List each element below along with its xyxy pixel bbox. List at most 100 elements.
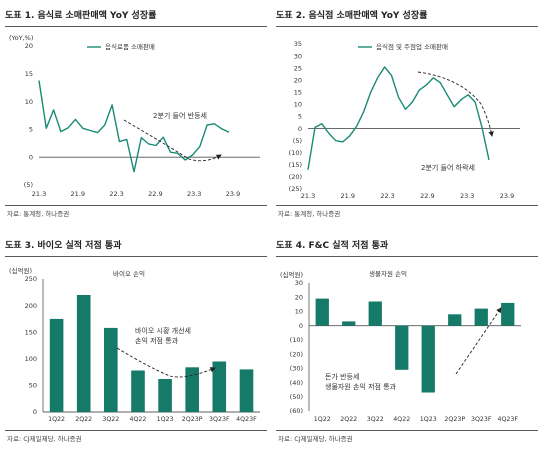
x-tick-label: 22.9	[148, 190, 162, 198]
bar	[212, 361, 227, 412]
panel-fc-profit: 도표 4. F&C 실적 저점 통과 (십억원) 30 20 10 0 (10) (20)(…	[276, 234, 538, 454]
y-tick-label: (25)	[289, 185, 302, 193]
x-tick-label: 2Q23P	[182, 416, 203, 423]
y-tick-label: 10	[25, 98, 33, 106]
x-tick-label: 23.9	[226, 190, 240, 198]
bar	[49, 318, 64, 412]
food-retail-line-chart: (YoY,%)20 15 10 5 0 (5)21.3 21.9 22.3 22.9 23.3 23…	[9, 34, 260, 198]
y-tick-label: 0	[298, 125, 302, 133]
y-tick-label: 100	[25, 355, 37, 363]
x-tick-label: 22.9	[420, 192, 434, 200]
bio-profit-bar-chart: (십억원)250 200 150 100 50 0 1Q22 2Q22 3Q22 4Q22 1Q23…	[9, 266, 260, 423]
trend-arrow	[123, 119, 222, 162]
y-tick-label: 25	[294, 64, 302, 72]
y-tick-label: 10	[294, 101, 302, 109]
x-tick-label: 3Q22	[102, 416, 119, 423]
y-tick-label: (5)	[24, 181, 33, 189]
y-tick-label: 5	[298, 113, 302, 121]
source-text: 자료: CJ제일제당, 하나증권	[278, 435, 353, 443]
bar	[342, 321, 356, 326]
trend-arrow	[455, 307, 502, 375]
y-tick-label: 15	[294, 89, 302, 97]
bar	[421, 325, 435, 393]
trend-arrow	[116, 347, 216, 378]
x-tick-label: 22.3	[380, 192, 394, 200]
source-rule	[5, 430, 267, 431]
panel-bio-profit: 도표 3. 바이오 실적 저점 통과 (십억원) 250 200 150 100 50 0 1…	[5, 234, 267, 454]
y-tick-label: 30	[295, 279, 303, 287]
bar	[239, 369, 254, 412]
x-tick-label: 21.3	[301, 192, 315, 200]
y-tick-label: (15)	[289, 161, 302, 169]
bar	[104, 327, 118, 412]
y-tick-label: (20)	[289, 173, 302, 181]
source-rule	[5, 205, 267, 206]
title-rule	[5, 26, 267, 27]
x-tick-label: 23.3	[187, 190, 201, 198]
y-tick-label: (40)	[290, 379, 303, 387]
y-tick-label: 50	[29, 382, 37, 390]
y-tick-label: (60)	[290, 407, 303, 415]
x-tick-label: 3Q22	[367, 416, 384, 423]
annotation-line-1: 돈가 반등세	[325, 372, 359, 381]
trend-arrow	[417, 71, 494, 137]
y-axis-label: (십억원)	[280, 270, 303, 279]
y-tick-label: 0	[29, 153, 33, 161]
y-tick-label: 5	[29, 126, 33, 134]
legend-label: 바이오 손익	[113, 269, 145, 278]
legend-label: 음식점 및 주점업 소매판매	[376, 42, 448, 51]
y-tick-label: 250	[25, 275, 37, 283]
y-tick-label: (10)	[290, 336, 303, 344]
bar	[448, 314, 462, 326]
bar	[395, 325, 409, 370]
y-tick-label: (50)	[290, 393, 303, 401]
bar	[501, 302, 515, 326]
panel-food-retail: 도표 1. 음식료 소매판매액 YoY 성장률 (YoY,%) 20 15 10 5 0(…	[5, 4, 267, 224]
x-tick-label: 1Q22	[48, 416, 65, 423]
panel-title: 도표 3. 바이오 실적 저점 통과	[5, 241, 122, 251]
fc-profit-bar-chart: (십억원)30 20 10 0 (10) (20) (30) (40) (50) (60) 1Q22…	[280, 269, 521, 423]
title-rule	[5, 256, 267, 257]
y-tick-label: 150	[25, 328, 37, 336]
source-text: 자료: 통계청, 하나증권	[7, 210, 70, 218]
bar	[185, 367, 199, 412]
y-tick-label: 10	[295, 308, 303, 316]
x-tick-label: 1Q23	[420, 416, 437, 423]
restaurant-retail-line-chart: 35 30 25 20 15 10 5 0 (5) (10) (15) (20) (25)21.3 21.…	[289, 40, 520, 200]
source-rule	[276, 205, 538, 206]
title-rule	[276, 256, 538, 257]
annotation-text: 2분기 들어 하락세	[421, 163, 475, 172]
bar	[315, 298, 329, 326]
x-tick-label: 23.9	[500, 192, 514, 200]
y-tick-label: 20	[25, 42, 33, 50]
panel-title: 도표 1. 음식료 소매판매액 YoY 성장률	[5, 11, 157, 21]
y-tick-label: 15	[25, 70, 33, 78]
x-tick-label: 22.3	[109, 190, 123, 198]
title-rule	[276, 26, 538, 27]
y-tick-label: 0	[33, 408, 37, 416]
panel-title: 도표 4. F&C 실적 저점 통과	[276, 241, 389, 251]
x-tick-label: 21.9	[341, 192, 355, 200]
bar	[131, 370, 145, 412]
x-tick-label: 2Q22	[340, 416, 357, 423]
panel-title: 도표 2. 음식점 소매판매액 YoY 성장률	[276, 11, 428, 21]
x-tick-label: 3Q23F	[471, 416, 492, 423]
x-tick-label: 4Q23F	[497, 416, 518, 423]
annotation-line-2: 생물자원 손익 저점 통과	[325, 382, 397, 391]
x-tick-label: 4Q22	[129, 416, 146, 423]
y-tick-label: 0	[299, 322, 303, 330]
bar	[474, 308, 488, 326]
x-tick-label: 1Q23	[157, 416, 174, 423]
annotation-text: 2분기 들어 반등세	[153, 111, 207, 120]
y-tick-label: 30	[294, 52, 302, 60]
source-text: 자료: 통계청, 하나증권	[278, 210, 341, 218]
x-tick-label: 2Q22	[75, 416, 92, 423]
series-line	[307, 66, 490, 170]
x-tick-label: 3Q23F	[209, 416, 230, 423]
y-tick-label: (10)	[289, 149, 302, 157]
panel-restaurant-retail: 도표 2. 음식점 소매판매액 YoY 성장률 35 30 25 20 15 10 5 0 (5…	[276, 4, 538, 224]
source-rule	[276, 430, 538, 431]
x-tick-label: 1Q22	[314, 416, 331, 423]
y-axis-label: (십억원)	[9, 266, 32, 275]
annotation-line-1: 바이오 시황 개선세	[135, 326, 191, 335]
